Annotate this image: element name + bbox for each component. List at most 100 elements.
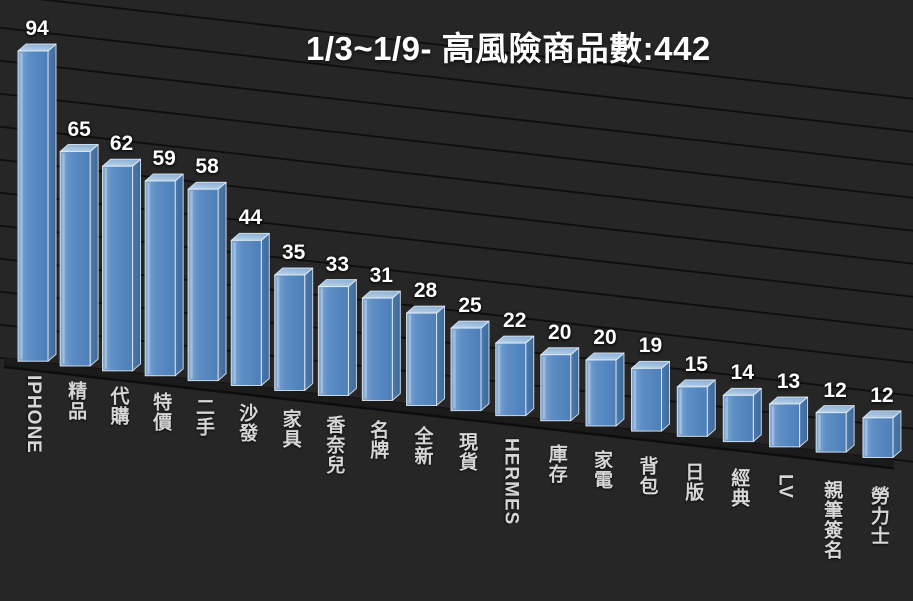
category-label: 全新 xyxy=(411,426,433,467)
bar-side-face xyxy=(217,181,227,382)
bar-front-face xyxy=(862,417,894,458)
bar xyxy=(862,410,902,458)
bar-front-face xyxy=(495,342,527,417)
bar xyxy=(676,379,716,437)
gridline xyxy=(0,26,913,133)
category-label: 香奈兒 xyxy=(323,414,345,475)
bar xyxy=(102,158,142,372)
bar-side-face xyxy=(304,267,314,391)
bar-side-face xyxy=(799,396,809,448)
bar xyxy=(406,305,446,407)
bar xyxy=(230,232,270,387)
bar-value-label: 31 xyxy=(369,264,393,288)
bar-front-face xyxy=(317,286,349,396)
bar-value-label: 22 xyxy=(503,309,527,333)
bar-highlight xyxy=(104,168,108,369)
bar xyxy=(450,320,490,412)
category-label: 二手 xyxy=(193,397,215,438)
bar-value-label: 58 xyxy=(195,155,219,179)
bar-front-face xyxy=(769,403,801,448)
bar-side-face xyxy=(845,405,855,453)
bar-front-face xyxy=(450,327,482,412)
bar-front-face xyxy=(676,386,708,437)
bar-side-face xyxy=(260,232,270,387)
bar-highlight xyxy=(233,242,236,384)
category-label: 日版 xyxy=(682,461,704,502)
gridline xyxy=(0,59,913,166)
bar-highlight xyxy=(818,414,821,451)
bar-side-face xyxy=(525,335,535,417)
bar-value-label: 15 xyxy=(684,352,708,376)
bar-value-label: 19 xyxy=(638,334,663,358)
bar xyxy=(815,405,855,453)
bar-highlight xyxy=(364,300,367,399)
bars xyxy=(17,43,902,458)
bar-front-face xyxy=(406,312,438,407)
bar-front-face xyxy=(102,165,134,372)
bar-side-face xyxy=(892,410,902,458)
category-label: 勞力士 xyxy=(867,486,889,547)
bar-side-face xyxy=(660,360,670,432)
bar-front-face xyxy=(274,274,306,391)
bar-side-face xyxy=(174,173,184,377)
bar-highlight xyxy=(588,361,591,424)
bar-highlight xyxy=(497,345,501,414)
bar-highlight xyxy=(453,330,456,409)
bar-front-face xyxy=(59,151,91,367)
bar xyxy=(630,360,670,432)
category-label: 沙發 xyxy=(236,403,258,444)
bar-highlight xyxy=(320,288,323,394)
bar-highlight xyxy=(865,419,868,456)
bar-value-label: 62 xyxy=(109,132,134,156)
bar-highlight xyxy=(190,191,193,379)
bar xyxy=(17,43,57,362)
category-label: 庫存 xyxy=(545,443,567,484)
bar xyxy=(585,352,625,427)
bar-side-face xyxy=(752,387,762,443)
bar xyxy=(722,387,762,443)
bar-value-label: 25 xyxy=(458,294,482,318)
category-label: 名牌 xyxy=(367,420,389,461)
bar-highlight xyxy=(408,315,412,404)
category-label: 背包 xyxy=(636,455,658,496)
bar-front-face xyxy=(230,239,262,387)
bar-value-label: 12 xyxy=(823,378,847,402)
bar-front-face xyxy=(585,359,617,427)
bar-side-face xyxy=(570,347,580,422)
bar-side-face xyxy=(132,158,142,372)
bar-highlight xyxy=(633,370,637,430)
category-label: 現貨 xyxy=(455,432,477,473)
bar-highlight xyxy=(276,276,280,389)
bar-front-face xyxy=(540,354,572,422)
bar-front-face xyxy=(17,50,49,362)
bar xyxy=(144,173,184,377)
plot-floor-edge xyxy=(3,365,895,470)
bar-value-label: 33 xyxy=(325,252,350,276)
bar-side-face xyxy=(89,144,99,367)
gridline xyxy=(0,125,913,232)
category-label: 家電 xyxy=(590,449,612,490)
bar-front-face xyxy=(722,394,754,443)
bar xyxy=(769,396,809,448)
category-label: LV xyxy=(774,474,796,500)
bar-highlight xyxy=(542,356,546,419)
bar xyxy=(317,279,357,396)
bar-value-label: 59 xyxy=(152,147,176,171)
bar-front-face xyxy=(815,412,847,453)
bar-side-face xyxy=(391,290,401,401)
bar xyxy=(495,335,535,417)
bar-value-label: 14 xyxy=(730,361,754,385)
bar-front-face xyxy=(187,188,219,382)
category-label: 精品 xyxy=(65,380,87,421)
bar-value-label: 12 xyxy=(870,383,894,407)
bar-side-face xyxy=(436,305,446,407)
chart-title: 1/3~1/9- 高風險商品數:442 xyxy=(306,30,711,67)
bar-side-face xyxy=(47,43,57,362)
bar-side-face xyxy=(706,379,716,437)
bar-value-label: 35 xyxy=(281,240,306,264)
bar-value-label: 94 xyxy=(25,17,49,41)
bar xyxy=(187,181,227,382)
category-label: 親筆簽名 xyxy=(821,480,843,561)
bar-value-label: 65 xyxy=(67,117,91,141)
bar-side-face xyxy=(347,279,357,396)
